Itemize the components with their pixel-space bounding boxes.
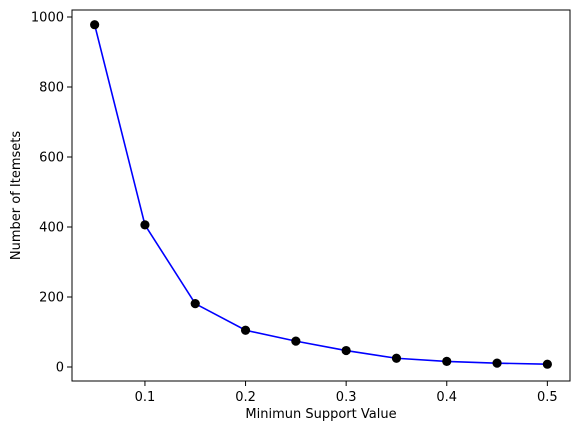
y-tick-label: 200	[39, 291, 64, 306]
x-tick-label: 0.1	[135, 390, 156, 405]
y-tick-label: 600	[39, 151, 64, 166]
y-tick-label: 0	[56, 361, 64, 376]
data-point	[190, 299, 200, 309]
y-tick-label: 800	[39, 81, 64, 96]
data-point	[90, 20, 100, 30]
axes-frame	[71, 9, 571, 382]
plot-area	[90, 20, 552, 369]
x-axis-title: Minimun Support Value	[245, 407, 396, 422]
data-point	[442, 356, 452, 366]
data-point	[542, 359, 552, 369]
data-point	[341, 345, 351, 356]
data-point	[140, 220, 150, 230]
y-axis-title: Number of Itemsets	[9, 131, 24, 260]
y-tick-label: 1000	[31, 11, 64, 26]
y-axis-ticks: 0 200 400 600 800 1000	[31, 11, 72, 376]
series-line	[93, 24, 548, 365]
x-tick-label: 0.5	[537, 390, 558, 405]
x-tick-label: 0.2	[235, 390, 256, 405]
x-tick-label: 0.4	[436, 390, 457, 405]
data-point	[240, 325, 251, 335]
y-tick-label: 400	[39, 221, 64, 236]
x-tick-label: 0.3	[336, 390, 357, 405]
data-point	[492, 358, 502, 368]
data-point	[291, 336, 301, 346]
data-point	[391, 353, 402, 363]
x-axis-ticks: 0.1 0.2 0.3 0.4 0.5	[135, 381, 558, 405]
